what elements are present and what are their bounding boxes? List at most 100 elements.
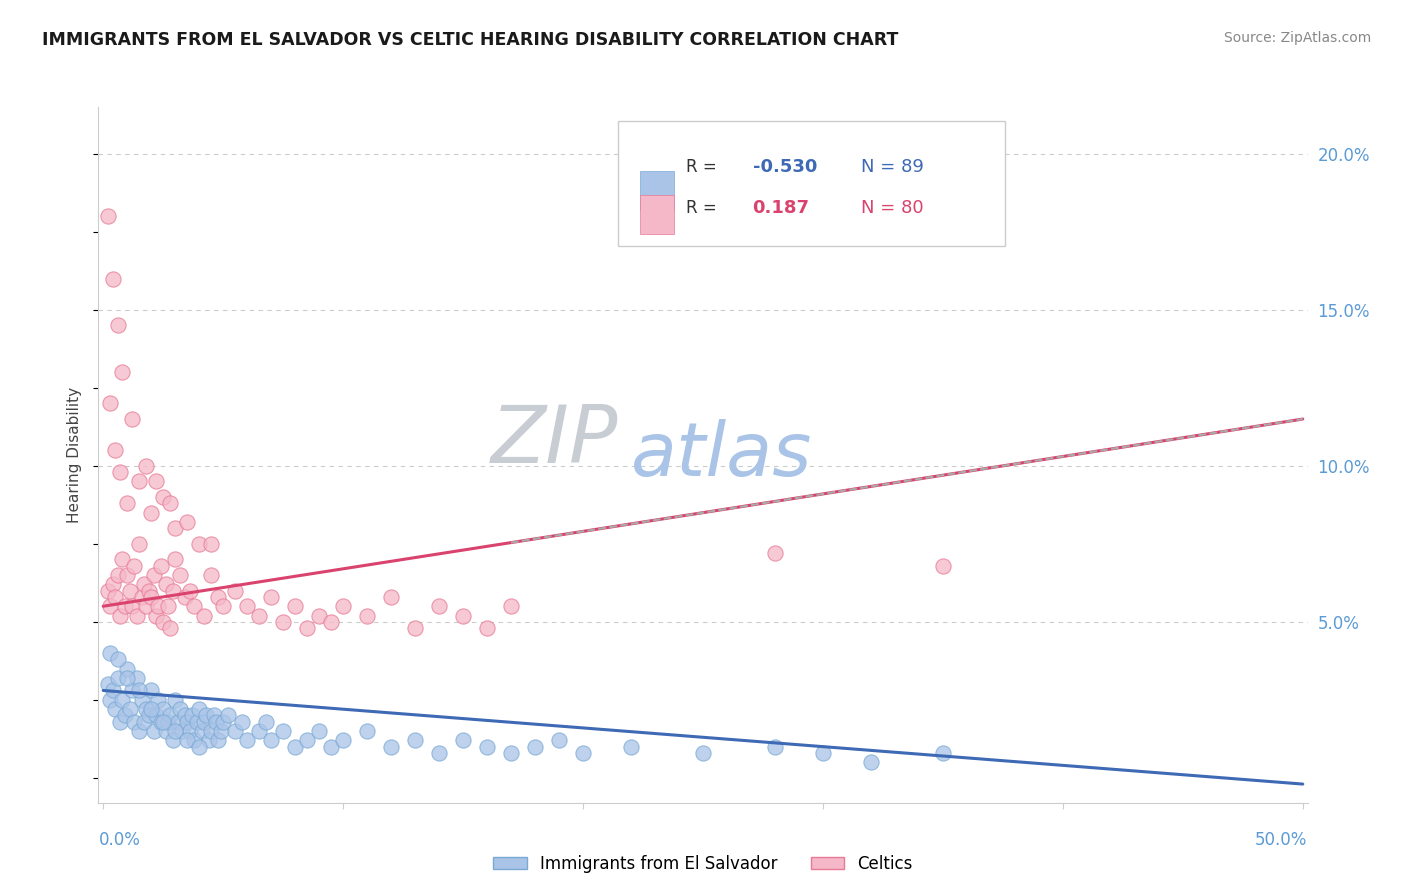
- Point: [200, 537, 222, 551]
- Point: [380, 590, 402, 604]
- Point: [356, 608, 378, 623]
- Point: [356, 724, 378, 739]
- Point: [141, 590, 163, 604]
- Point: [138, 583, 160, 598]
- Point: [166, 714, 188, 729]
- Legend: Immigrants from El Salvador, Celtics: Immigrants from El Salvador, Celtics: [486, 848, 920, 880]
- Point: [200, 724, 222, 739]
- Text: 0.187: 0.187: [752, 199, 810, 217]
- Point: [115, 671, 138, 685]
- Point: [152, 615, 174, 629]
- Point: [107, 652, 129, 666]
- Point: [100, 396, 122, 410]
- Point: [155, 577, 177, 591]
- Point: [271, 615, 294, 629]
- Point: [100, 693, 122, 707]
- Point: [121, 683, 143, 698]
- Point: [155, 724, 177, 739]
- Point: [118, 583, 141, 598]
- Point: [121, 412, 143, 426]
- Point: [125, 671, 148, 685]
- Text: R =: R =: [686, 158, 723, 176]
- Point: [141, 683, 163, 698]
- Point: [114, 599, 136, 614]
- Point: [209, 724, 232, 739]
- Point: [332, 733, 354, 747]
- Point: [176, 515, 198, 529]
- Point: [499, 599, 522, 614]
- Point: [284, 599, 307, 614]
- Point: [224, 724, 246, 739]
- Point: [101, 577, 124, 591]
- Point: [148, 599, 170, 614]
- Point: [176, 733, 198, 747]
- Point: [193, 608, 215, 623]
- Point: [132, 577, 155, 591]
- Point: [451, 733, 474, 747]
- Point: [159, 496, 181, 510]
- Point: [572, 746, 595, 760]
- Point: [135, 458, 157, 473]
- Point: [114, 708, 136, 723]
- Text: R =: R =: [686, 199, 723, 217]
- Point: [125, 608, 148, 623]
- Point: [181, 708, 204, 723]
- Point: [165, 521, 187, 535]
- Point: [169, 702, 191, 716]
- Point: [451, 608, 474, 623]
- Point: [108, 465, 131, 479]
- Point: [548, 733, 571, 747]
- Point: [104, 702, 127, 716]
- Point: [128, 537, 150, 551]
- Text: 50.0%: 50.0%: [1256, 830, 1308, 848]
- Point: [131, 590, 153, 604]
- Point: [152, 702, 174, 716]
- Point: [121, 599, 143, 614]
- Point: [295, 621, 318, 635]
- Text: -0.530: -0.530: [752, 158, 817, 176]
- Point: [124, 714, 146, 729]
- FancyBboxPatch shape: [619, 121, 1005, 246]
- Point: [124, 558, 146, 573]
- Point: [186, 714, 208, 729]
- Point: [193, 714, 215, 729]
- Point: [172, 724, 194, 739]
- Point: [131, 693, 153, 707]
- Point: [236, 733, 259, 747]
- Point: [308, 724, 330, 739]
- Text: N = 80: N = 80: [862, 199, 924, 217]
- Point: [427, 746, 450, 760]
- Point: [149, 558, 172, 573]
- Point: [932, 746, 955, 760]
- Point: [115, 662, 138, 676]
- Point: [142, 568, 165, 582]
- Point: [188, 702, 211, 716]
- Point: [107, 318, 129, 333]
- Point: [169, 568, 191, 582]
- Point: [499, 746, 522, 760]
- Point: [132, 714, 155, 729]
- Bar: [640, 195, 673, 234]
- Point: [107, 568, 129, 582]
- Point: [97, 209, 120, 223]
- Point: [148, 693, 170, 707]
- Y-axis label: Hearing Disability: Hearing Disability: [67, 387, 83, 523]
- Point: [156, 599, 179, 614]
- Point: [165, 693, 187, 707]
- Point: [152, 490, 174, 504]
- Point: [156, 714, 179, 729]
- Point: [620, 739, 643, 754]
- Point: [100, 646, 122, 660]
- Point: [108, 608, 131, 623]
- Point: [763, 546, 786, 560]
- Point: [217, 708, 239, 723]
- Point: [200, 568, 222, 582]
- Point: [308, 608, 330, 623]
- Point: [159, 621, 181, 635]
- Point: [101, 683, 124, 698]
- Point: [692, 746, 714, 760]
- Point: [138, 708, 160, 723]
- Point: [101, 271, 124, 285]
- Point: [108, 714, 131, 729]
- Point: [295, 733, 318, 747]
